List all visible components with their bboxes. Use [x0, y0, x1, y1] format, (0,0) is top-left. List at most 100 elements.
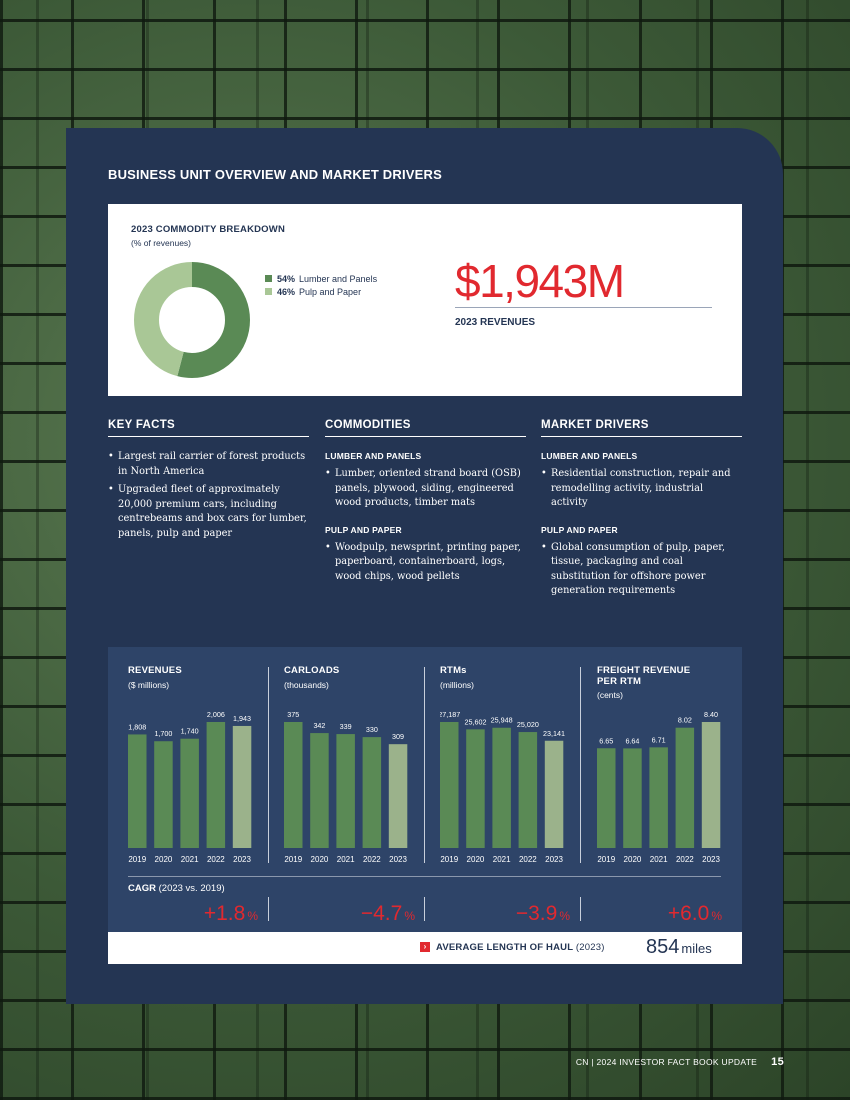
chart-divider — [268, 667, 269, 863]
x-tick-label: 2021 — [181, 855, 199, 864]
cagr-value: +1.8 — [203, 902, 246, 925]
bar-2021 — [492, 727, 511, 848]
legend-label: Pulp and Paper — [299, 286, 362, 297]
cagr-freight-revenue: +6.0% — [592, 902, 722, 926]
legend-swatch-lumber — [265, 275, 272, 282]
chart-divider — [580, 667, 581, 863]
revenue-divider — [455, 307, 712, 308]
bar-value-label: 23,141 — [543, 729, 565, 738]
x-tick-label: 2019 — [597, 855, 615, 864]
key-facts-heading: KEY FACTS — [108, 419, 309, 437]
length-of-haul-value: 854 miles — [646, 936, 712, 959]
chart-divider — [424, 667, 425, 863]
x-tick-label: 2023 — [702, 855, 720, 864]
x-tick-label: 2020 — [624, 855, 642, 864]
cagr-unit: % — [711, 909, 722, 923]
legend-swatch-pulp — [265, 288, 272, 295]
page-number: 15 — [771, 1056, 784, 1068]
bar-value-label: 6.65 — [599, 736, 613, 745]
haul-number: 854 — [646, 936, 680, 958]
revenues-bars: 1,808 2019 1,700 2020 1,740 2021 2,006 2022 1,94… — [128, 710, 252, 864]
bar-value-label: 309 — [392, 732, 404, 741]
bar-2019 — [597, 748, 616, 848]
bar-value-label: 25,948 — [491, 716, 513, 725]
bar-value-label: 8.40 — [704, 710, 718, 719]
chevron-right-icon: › — [420, 942, 430, 952]
x-tick-label: 2020 — [467, 855, 485, 864]
bar-2020 — [154, 741, 173, 848]
bar-2020 — [466, 729, 485, 848]
legend-item-lumber: 54% Lumber and Panels — [265, 272, 377, 285]
page-footer: CN | 2024 INVESTOR FACT BOOK UPDATE 15 — [576, 1056, 784, 1068]
market-drivers-column: MARKET DRIVERS LUMBER AND PANELS Residen… — [541, 419, 742, 603]
bar-2023 — [232, 725, 252, 848]
chart-title: FREIGHT REVENUE PER RTM — [597, 665, 691, 687]
rtms-chart: 27,187 2019 25,602 2020 25,948 2021 25,020 2022… — [440, 663, 586, 868]
bar-value-label: 2,006 — [207, 710, 225, 719]
key-facts-column: KEY FACTS Largest rail carrier of forest… — [108, 419, 309, 545]
key-fact-item: Upgraded fleet of approximately 20,000 p… — [108, 483, 309, 541]
bar-value-label: 25,602 — [464, 717, 486, 726]
cagr-title: CAGR — [128, 883, 156, 894]
x-tick-label: 2022 — [363, 855, 381, 864]
commodity-item: Lumber, oriented strand board (OSB) pane… — [325, 467, 526, 511]
haul-unit: miles — [681, 941, 712, 956]
cagr-carloads: −4.7% — [285, 902, 415, 926]
x-tick-label: 2020 — [311, 855, 329, 864]
bar-2022 — [206, 722, 226, 848]
footer-text: CN | 2024 INVESTOR FACT BOOK UPDATE — [575, 1057, 758, 1067]
bar-value-label: 27,187 — [440, 710, 460, 719]
carloads-bars: 375 2019 342 2020 339 2021 330 2022 309 2023 — [284, 710, 408, 864]
x-tick-label: 2021 — [337, 855, 355, 864]
bar-value-label: 1,943 — [233, 714, 251, 723]
x-tick-label: 2023 — [545, 855, 563, 864]
cagr-value: −3.9 — [515, 902, 558, 925]
x-tick-label: 2019 — [128, 855, 146, 864]
bar-value-label: 6.71 — [652, 735, 666, 744]
bar-2022 — [362, 737, 382, 848]
cagr-divider-vertical — [268, 897, 269, 921]
x-tick-label: 2022 — [676, 855, 694, 864]
rtms-bars: 27,187 2019 25,602 2020 25,948 2021 25,020 2022… — [440, 710, 565, 864]
commodity-subheading-pulp: PULP AND PAPER — [325, 524, 402, 535]
chart-title: RTMs — [440, 665, 467, 676]
x-tick-label: 2023 — [389, 855, 407, 864]
bar-2022 — [675, 727, 695, 848]
revenues-chart: 1,808 2019 1,700 2020 1,740 2021 2,006 2022 1,94… — [128, 663, 274, 868]
commodity-legend: 54% Lumber and Panels 46% Pulp and Paper — [265, 272, 377, 298]
cagr-unit: % — [247, 909, 258, 923]
bar-value-label: 25,020 — [517, 720, 539, 729]
section-title: BUSINESS UNIT OVERVIEW AND MARKET DRIVER… — [108, 167, 442, 182]
bar-2019 — [440, 722, 459, 848]
market-drivers-heading: MARKET DRIVERS — [541, 419, 742, 437]
chart-title: REVENUES — [128, 665, 182, 676]
cagr-rtms: −3.9% — [440, 902, 570, 926]
bar-value-label: 342 — [313, 721, 325, 730]
length-of-haul-label: AVERAGE LENGTH OF HAUL (2023) — [436, 942, 605, 953]
x-tick-label: 2021 — [650, 855, 668, 864]
commodity-breakdown-subtitle: (% of revenues) — [131, 238, 191, 248]
x-tick-label: 2022 — [207, 855, 225, 864]
x-tick-label: 2019 — [440, 855, 458, 864]
commodities-heading: COMMODITIES — [325, 419, 526, 437]
cagr-unit: % — [559, 909, 570, 923]
driver-item: Global consumption of pulp, paper, tissu… — [541, 541, 742, 599]
cagr-value: +6.0 — [667, 902, 710, 925]
bar-2019 — [284, 722, 303, 848]
legend-label: Lumber and Panels — [299, 273, 378, 284]
bar-value-label: 1,740 — [181, 727, 199, 736]
commodity-item: Woodpulp, newsprint, printing paper, pap… — [325, 541, 526, 585]
cagr-period: (2023 vs. 2019) — [158, 883, 225, 894]
x-tick-label: 2019 — [284, 855, 302, 864]
haul-label-text: AVERAGE LENGTH OF HAUL — [436, 942, 574, 953]
cagr-label: CAGR (2023 vs. 2019) — [128, 883, 225, 894]
cagr-value: −4.7 — [360, 902, 403, 925]
commodity-subheading-lumber: LUMBER AND PANELS — [325, 451, 422, 461]
revenue-label: 2023 REVENUES — [455, 317, 536, 328]
bar-2023 — [388, 744, 408, 848]
driver-subheading-pulp: PULP AND PAPER — [541, 524, 618, 535]
bar-2021 — [336, 734, 355, 848]
legend-pct: 54% — [277, 273, 296, 284]
revenue-total: $1,943M — [455, 255, 625, 307]
bar-value-label: 6.64 — [625, 736, 639, 745]
